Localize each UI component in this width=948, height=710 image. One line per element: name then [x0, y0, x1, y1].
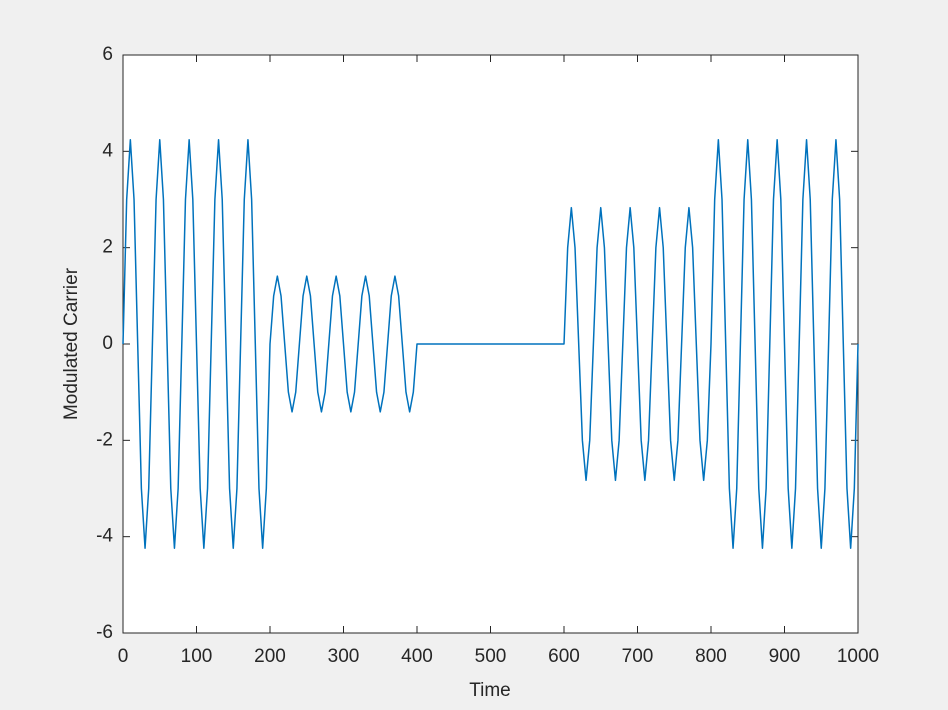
x-tick-label: 200	[254, 646, 286, 667]
y-axis-label: Modulated Carrier	[61, 267, 82, 420]
x-tick-label: 0	[118, 646, 129, 667]
x-tick-label: 600	[548, 646, 580, 667]
x-tick-label: 400	[401, 646, 433, 667]
x-tick-label: 800	[695, 646, 727, 667]
y-tick-label: 0	[102, 333, 113, 354]
x-tick-label: 1000	[837, 646, 879, 667]
signal-line	[122, 139, 859, 549]
x-axis-label: Time	[469, 680, 511, 701]
y-tick-label: 4	[102, 140, 113, 161]
x-tick-label: 700	[622, 646, 654, 667]
x-tick-label: 500	[475, 646, 507, 667]
y-tick-label: 6	[102, 44, 113, 65]
y-tick-label: 2	[102, 237, 113, 258]
x-tick-label: 300	[328, 646, 360, 667]
x-tick-label: 100	[181, 646, 213, 667]
x-tick-label: 900	[769, 646, 801, 667]
y-tick-label: -2	[96, 429, 113, 450]
y-tick-label: -6	[96, 622, 113, 643]
y-tick-label: -4	[96, 526, 113, 547]
